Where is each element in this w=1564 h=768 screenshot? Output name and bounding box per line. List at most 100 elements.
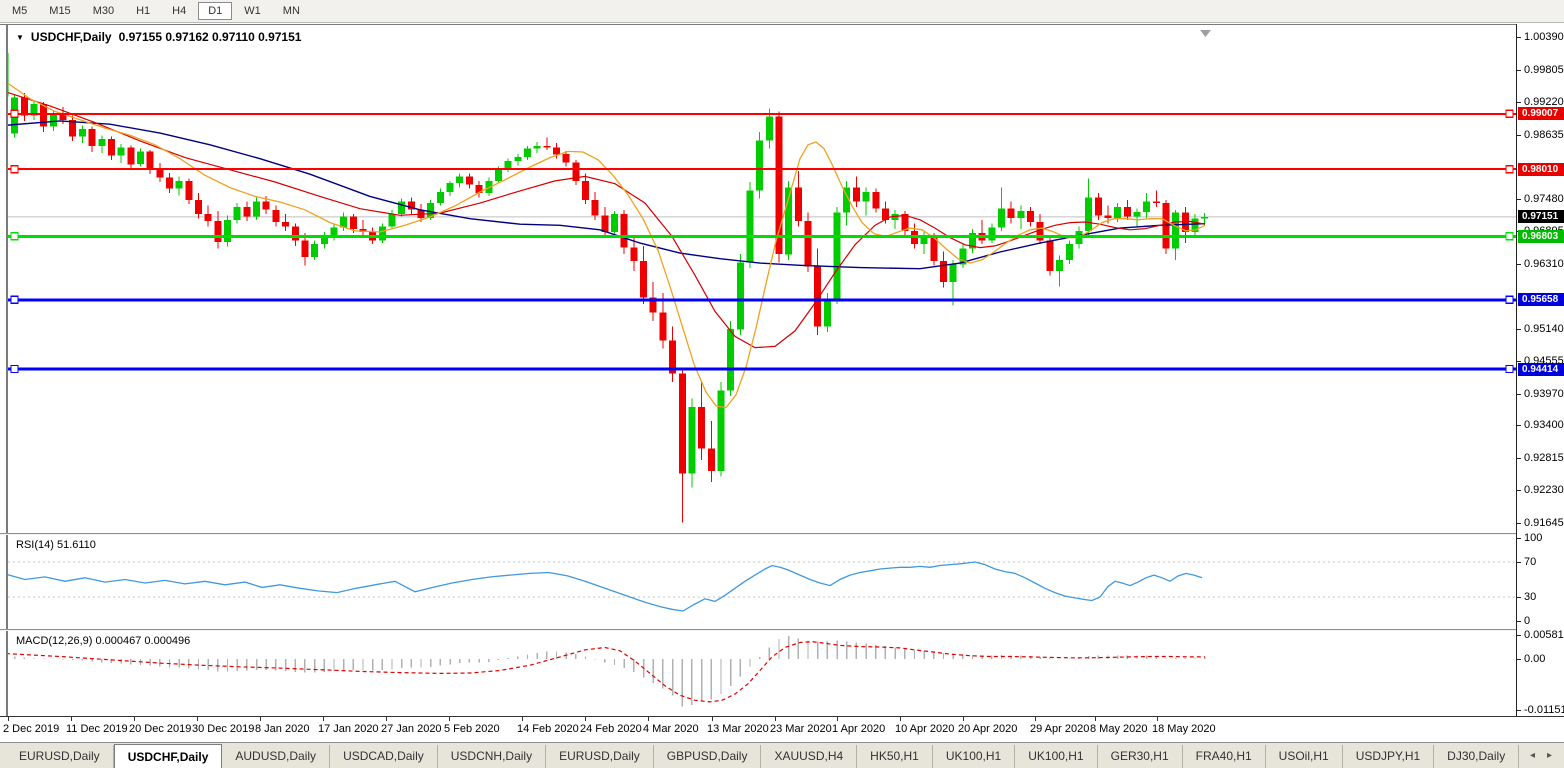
timeframe-button-m30[interactable]: M30 bbox=[92, 5, 115, 17]
chart-tab-uk100-h1[interactable]: UK100,H1 bbox=[1015, 745, 1098, 768]
chart-shift-marker[interactable] bbox=[1200, 30, 1211, 37]
rsi-line bbox=[8, 561, 1203, 612]
price-tick-label: 0.93970 bbox=[1524, 387, 1564, 400]
price-tick bbox=[1517, 69, 1521, 71]
price-tick-label: 0.92815 bbox=[1524, 451, 1564, 464]
timeframe-button-m5[interactable]: M5 bbox=[12, 5, 28, 17]
line-handle bbox=[10, 109, 19, 119]
macd-axis-label: 0.00 bbox=[1524, 653, 1546, 665]
price-tick-label: 0.92230 bbox=[1524, 484, 1564, 497]
time-tick bbox=[71, 717, 72, 721]
time-axis[interactable]: 2 Dec 2019 11 Dec 2019 20 Dec 2019 30 Dec 2… bbox=[0, 716, 1564, 742]
timeframe-button-d1[interactable]: D1 bbox=[198, 2, 233, 20]
time-axis-label: 1 Apr 2020 bbox=[832, 723, 886, 735]
pane-separator[interactable] bbox=[0, 629, 1564, 631]
timeframe-toolbar: M5 M15 M30 H1 H4 D1 W1 MN bbox=[0, 0, 1564, 23]
price-tick bbox=[1517, 425, 1521, 427]
chart-tab-usoil-h1[interactable]: USOil,H1 bbox=[1266, 745, 1343, 768]
rsi-axis-label: 100 bbox=[1524, 532, 1543, 544]
time-axis-label: 17 Jan 2020 bbox=[318, 723, 379, 735]
horizontal-level-line[interactable] bbox=[8, 364, 1517, 374]
macd-signal-line bbox=[8, 641, 1205, 703]
ma-fast-line bbox=[8, 82, 1206, 409]
time-axis-label: 11 Dec 2019 bbox=[66, 723, 128, 735]
chart-tab-uk100-h1[interactable]: UK100,H1 bbox=[933, 745, 1016, 768]
timeframe-button-h1[interactable]: H1 bbox=[136, 5, 151, 17]
price-tick bbox=[1517, 102, 1521, 103]
window-left-border bbox=[6, 24, 8, 742]
price-badge: 0.98010 bbox=[1518, 162, 1564, 176]
price-tick bbox=[1517, 328, 1521, 330]
chart-tab-gbpusd-daily[interactable]: GBPUSD,Daily bbox=[654, 745, 762, 768]
timeframe-button-w1[interactable]: W1 bbox=[244, 5, 261, 17]
tab-scroll-arrows: ◂ ▸ bbox=[1530, 743, 1564, 761]
horizontal-level-line[interactable] bbox=[8, 232, 1517, 241]
time-tick bbox=[963, 717, 964, 721]
rsi-axis-tick bbox=[1517, 538, 1521, 539]
time-tick bbox=[522, 717, 523, 721]
chart-tab-audusd-daily[interactable]: AUDUSD,Daily bbox=[222, 745, 331, 768]
price-tick bbox=[1517, 490, 1521, 492]
horizontal-level-line[interactable] bbox=[8, 109, 1517, 119]
price-tick-label: 0.99805 bbox=[1524, 63, 1564, 76]
chart-tab-usdcnh-daily[interactable]: USDCNH,Daily bbox=[438, 745, 547, 768]
rsi-axis-label: 30 bbox=[1524, 591, 1537, 603]
time-tick bbox=[260, 717, 261, 721]
time-axis-label: 23 Mar 2020 bbox=[770, 723, 832, 735]
time-axis-label: 20 Apr 2020 bbox=[958, 723, 1018, 735]
macd-axis-label: -0.011514 bbox=[1524, 704, 1564, 716]
pane-separator[interactable] bbox=[0, 533, 1564, 535]
chart-tab-usdcad-daily[interactable]: USDCAD,Daily bbox=[330, 745, 438, 768]
chart-title: ▼ USDCHF,Daily 0.97155 0.97162 0.97110 0… bbox=[16, 30, 301, 44]
horizontal-level-line[interactable] bbox=[8, 295, 1517, 305]
rsi-label: RSI(14) 51.6110 bbox=[16, 539, 96, 551]
chart-tab-usdchf-daily[interactable]: USDCHF,Daily bbox=[113, 744, 223, 768]
rsi-axis-tick bbox=[1517, 562, 1521, 563]
price-tick-label: 1.00390 bbox=[1524, 31, 1564, 43]
line-handle bbox=[1505, 295, 1514, 305]
price-tick-label: 0.96310 bbox=[1524, 257, 1564, 270]
chart-tab-hk50-h1[interactable]: HK50,H1 bbox=[857, 745, 933, 768]
tab-scroll-left-icon[interactable]: ◂ bbox=[1529, 750, 1535, 761]
price-tick-label: 0.98635 bbox=[1524, 128, 1564, 141]
timeframe-button-m15[interactable]: M15 bbox=[49, 5, 71, 17]
chart-tab-xauusd-h4[interactable]: XAUUSD,H4 bbox=[761, 745, 858, 768]
time-axis-label: 27 Jan 2020 bbox=[381, 723, 442, 735]
timeframe-button-mn[interactable]: MN bbox=[282, 5, 300, 17]
chart-tab-eurusd-daily[interactable]: EURUSD,Daily bbox=[6, 745, 114, 768]
horizontal-level-line[interactable] bbox=[8, 164, 1517, 174]
price-chart-pane[interactable]: ▼ USDCHF,Daily 0.97155 0.97162 0.97110 0… bbox=[8, 25, 1517, 532]
macd-histogram bbox=[13, 635, 1206, 707]
price-tick-label: 0.93400 bbox=[1524, 419, 1564, 432]
macd-axis-tick bbox=[1517, 659, 1521, 660]
price-badge: 0.94414 bbox=[1518, 362, 1564, 376]
chart-tab-dj30-daily[interactable]: DJ30,Daily bbox=[1434, 745, 1520, 768]
price-axis[interactable]: 1.00390 0.99805 0.99220 0.98635 0.97480 0.968… bbox=[1516, 24, 1564, 717]
time-tick bbox=[775, 717, 776, 721]
price-tick bbox=[1517, 457, 1521, 459]
price-badge: 0.95658 bbox=[1518, 293, 1564, 307]
price-tick bbox=[1517, 198, 1521, 200]
chart-tab-eurusd-daily[interactable]: EURUSD,Daily bbox=[546, 745, 654, 768]
timeframe-button-h4[interactable]: H4 bbox=[172, 5, 187, 17]
symbol-dropdown-icon[interactable]: ▼ bbox=[16, 32, 24, 42]
line-handle bbox=[1505, 164, 1514, 174]
chart-ohlc-values: 0.97155 0.97162 0.97110 0.97151 bbox=[118, 30, 302, 44]
chart-tab-ger30-h1[interactable]: GER30,H1 bbox=[1098, 745, 1183, 768]
time-tick bbox=[449, 717, 450, 721]
chart-symbol-period: USDCHF,Daily bbox=[30, 30, 112, 44]
time-tick bbox=[8, 717, 9, 721]
chart-tab-usdjpy-h1[interactable]: USDJPY,H1 bbox=[1343, 745, 1435, 768]
time-tick bbox=[1035, 717, 1036, 721]
chart-tab-fra40-h1[interactable]: FRA40,H1 bbox=[1183, 745, 1266, 768]
time-tick bbox=[386, 717, 387, 721]
tab-scroll-right-icon[interactable]: ▸ bbox=[1546, 750, 1552, 761]
time-axis-label: 5 Feb 2020 bbox=[444, 723, 500, 735]
line-handle bbox=[1505, 364, 1514, 374]
rsi-pane[interactable]: RSI(14) 51.6110 bbox=[8, 535, 1517, 628]
time-tick bbox=[648, 717, 649, 721]
macd-axis-tick bbox=[1517, 710, 1521, 711]
time-tick bbox=[585, 717, 586, 721]
macd-pane[interactable]: MACD(12,26,9) 0.000467 0.000496 bbox=[8, 631, 1517, 716]
